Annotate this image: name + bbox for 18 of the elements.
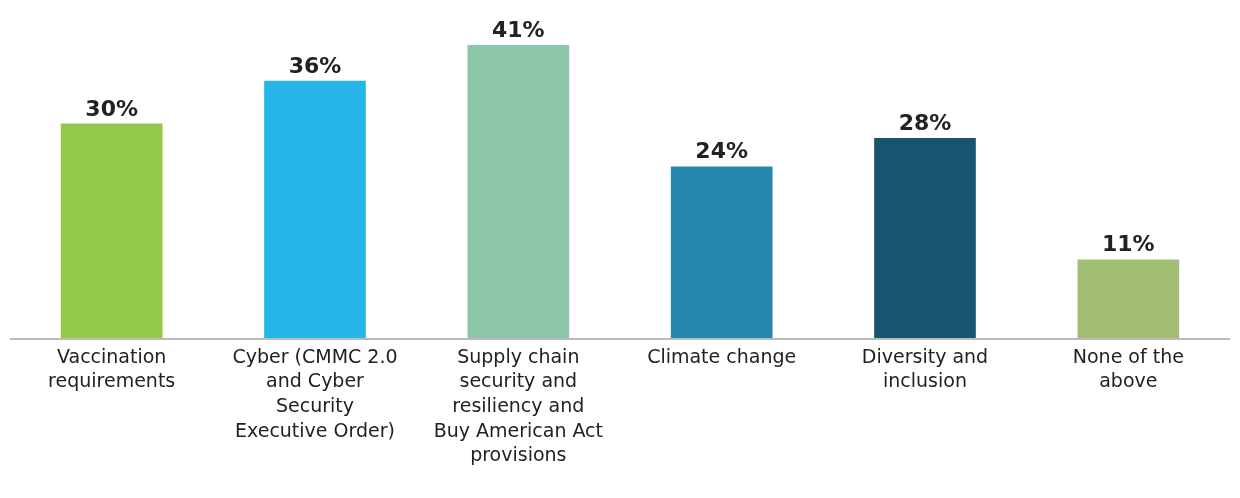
x-tick-label: None of the above [1072,344,1184,392]
bar [60,123,163,338]
x-tick-label: Vaccination requirements [48,344,176,392]
bar [264,80,366,338]
x-tick-label: Diversity and inclusion [861,344,989,392]
bar [874,137,976,338]
data-label: 36% [288,52,342,78]
data-label: 24% [695,138,748,164]
data-label: 11% [1102,231,1155,257]
x-tick-label: Climate change [647,344,797,367]
data-label: 28% [898,109,952,135]
x-tick-label: Supply chain security and resiliency and Buy American Act provisions [433,344,604,466]
data-label: 41% [492,17,545,42]
data-label: 30% [85,95,138,121]
bar [670,166,773,338]
x-tick-label: Cyber (CMMC 2.0 and Cyber Security Executive Order) [232,344,398,441]
bar [467,45,570,338]
bar [1077,259,1180,338]
